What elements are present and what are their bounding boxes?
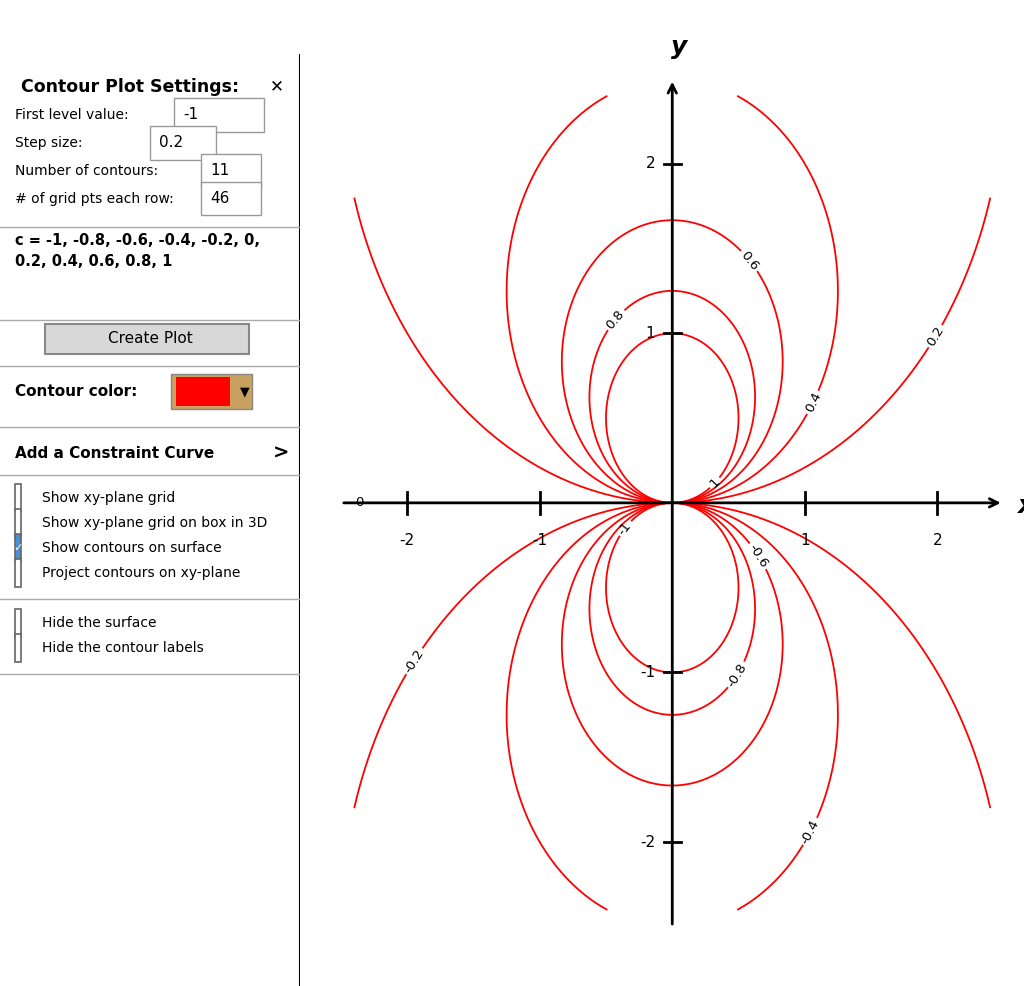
Text: 0.6: 0.6 bbox=[738, 248, 761, 273]
Bar bbox=[15, 484, 22, 512]
Text: Number of contours:: Number of contours: bbox=[15, 164, 158, 177]
Text: Hide the surface: Hide the surface bbox=[42, 615, 157, 630]
Text: >: > bbox=[273, 444, 290, 462]
Text: -1: -1 bbox=[640, 665, 655, 680]
Text: Add a Constraint Curve: Add a Constraint Curve bbox=[15, 446, 214, 460]
Bar bbox=[15, 634, 22, 662]
Bar bbox=[45, 323, 249, 354]
Text: Contour color:: Contour color: bbox=[15, 384, 137, 399]
Text: ✓: ✓ bbox=[13, 543, 23, 553]
Text: -1: -1 bbox=[615, 519, 634, 537]
Text: -2: -2 bbox=[399, 533, 415, 548]
Text: Contour Plot Settings:: Contour Plot Settings: bbox=[22, 78, 240, 96]
Text: 11: 11 bbox=[210, 164, 229, 178]
Bar bbox=[15, 509, 22, 537]
Text: -0.2: -0.2 bbox=[401, 647, 427, 675]
Text: -0.6: -0.6 bbox=[746, 541, 771, 570]
Text: 0: 0 bbox=[355, 496, 364, 510]
Text: 1: 1 bbox=[800, 533, 810, 548]
Text: y: y bbox=[671, 35, 687, 58]
Text: Click on the 3D Plot for 3D view.: Click on the 3D Plot for 3D view. bbox=[317, 15, 698, 39]
Text: 46: 46 bbox=[210, 191, 229, 206]
Text: 0.2: 0.2 bbox=[159, 135, 183, 150]
Text: # of grid pts each row:: # of grid pts each row: bbox=[15, 191, 174, 206]
Text: -1: -1 bbox=[183, 107, 199, 122]
Text: Show xy-plane grid on box in 3D: Show xy-plane grid on box in 3D bbox=[42, 516, 267, 529]
Bar bbox=[15, 608, 22, 637]
Text: Show contours on surface: Show contours on surface bbox=[42, 541, 221, 555]
Text: Hide the contour labels: Hide the contour labels bbox=[42, 641, 204, 655]
Text: 0.8: 0.8 bbox=[604, 308, 628, 332]
Text: First level value:: First level value: bbox=[15, 107, 129, 122]
Text: x: x bbox=[1017, 494, 1024, 519]
Bar bbox=[175, 377, 229, 406]
Text: 2: 2 bbox=[645, 156, 655, 172]
Bar bbox=[15, 534, 22, 562]
Text: -0.8: -0.8 bbox=[725, 661, 750, 689]
Text: -2: -2 bbox=[640, 834, 655, 850]
Text: Step size:: Step size: bbox=[15, 136, 83, 150]
Bar bbox=[15, 559, 22, 588]
Text: Show xy-plane grid: Show xy-plane grid bbox=[42, 491, 175, 505]
Bar bbox=[171, 374, 252, 409]
Text: Create Plot: Create Plot bbox=[108, 331, 193, 346]
Text: ▼: ▼ bbox=[240, 385, 250, 398]
Text: -1: -1 bbox=[532, 533, 547, 548]
Text: Project contours on xy-plane: Project contours on xy-plane bbox=[42, 566, 241, 580]
Text: 0.2: 0.2 bbox=[925, 324, 946, 349]
Bar bbox=[201, 154, 261, 187]
Bar bbox=[174, 98, 264, 131]
Text: ✕: ✕ bbox=[270, 78, 284, 96]
Text: -0.4: -0.4 bbox=[799, 817, 822, 846]
Text: 1: 1 bbox=[708, 475, 723, 490]
Bar bbox=[150, 126, 216, 160]
Text: 2: 2 bbox=[933, 533, 942, 548]
Text: c = -1, -0.8, -0.6, -0.4, -0.2, 0,
0.2, 0.4, 0.6, 0.8, 1: c = -1, -0.8, -0.6, -0.4, -0.2, 0, 0.2, … bbox=[15, 233, 260, 269]
Text: 0.4: 0.4 bbox=[803, 390, 823, 415]
Bar bbox=[201, 181, 261, 215]
Text: 1: 1 bbox=[645, 325, 655, 341]
